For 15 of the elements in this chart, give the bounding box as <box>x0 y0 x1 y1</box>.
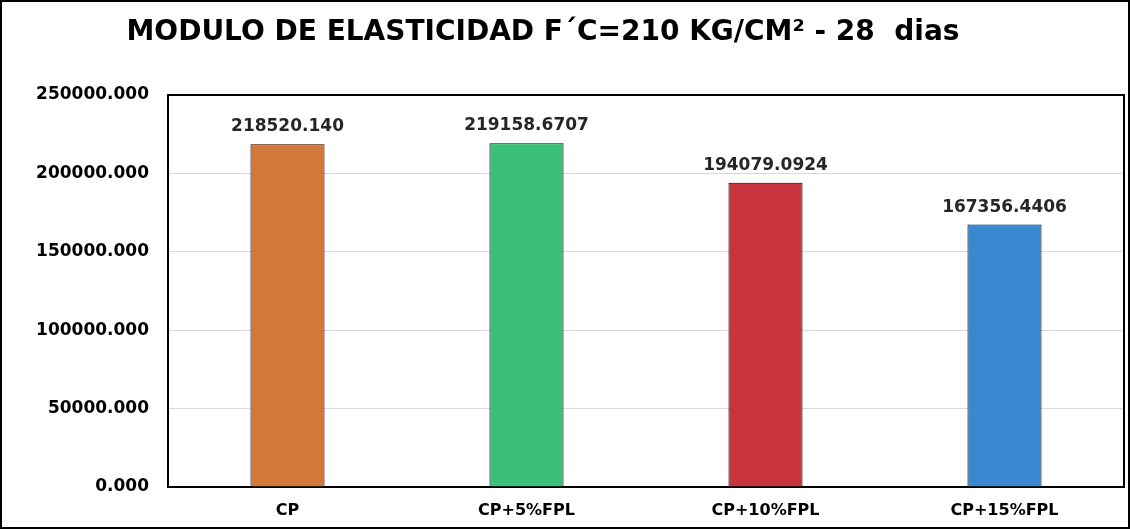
x-tick-label: CP+10%FPL <box>711 499 820 519</box>
data-label: 219158.6707 <box>464 114 589 135</box>
y-tick-label: 100000.000 <box>36 318 150 339</box>
data-label: 194079.0924 <box>703 153 829 174</box>
data-label: 167356.4406 <box>942 195 1067 216</box>
y-tick-label: 0.000 <box>95 475 150 496</box>
chart-title: MODULO DE ELASTICIDAD F´C=210 KG/CM² - 28 dias <box>126 14 960 47</box>
y-tick-label: 200000.000 <box>36 161 150 182</box>
data-label: 218520.140 <box>231 115 345 136</box>
y-tick-label: 50000.000 <box>47 397 150 418</box>
y-tick-label: 150000.000 <box>36 240 150 261</box>
y-tick-label: 250000.000 <box>36 83 150 104</box>
x-tick-label: CP+5%FPL <box>478 499 575 519</box>
x-tick-label: CP <box>275 499 300 519</box>
x-tick-label: CP+15%FPL <box>950 499 1059 519</box>
